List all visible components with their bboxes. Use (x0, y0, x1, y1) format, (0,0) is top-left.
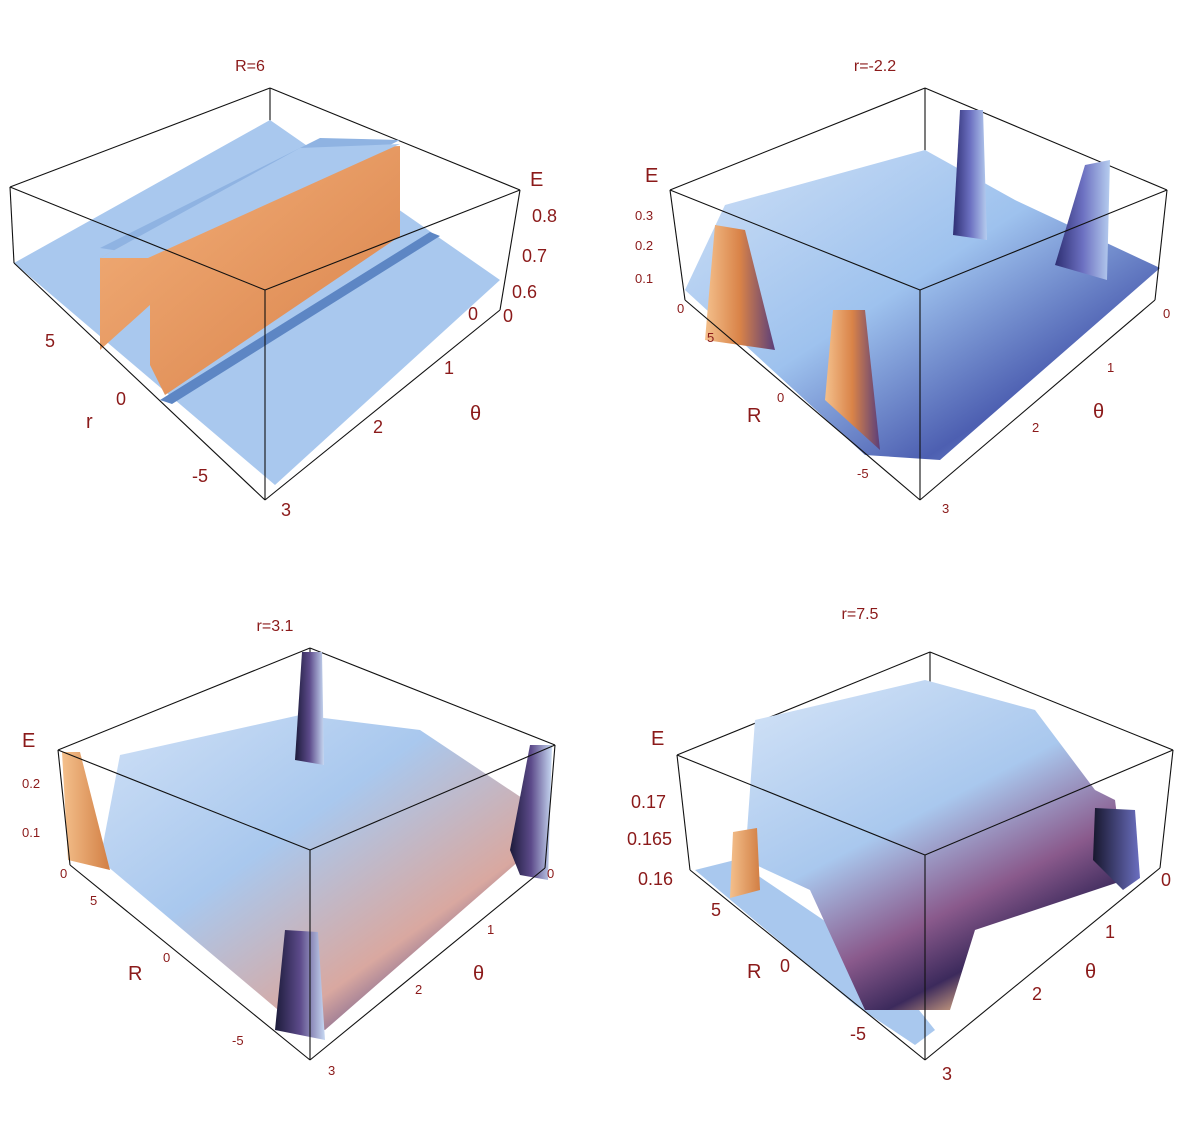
tick-label: 0.16 (638, 869, 673, 889)
plot-panel-2: r=-2.2 E 0.3 0.2 0 (595, 0, 1187, 560)
surface-peak (730, 828, 760, 898)
surface-plot-1: E 0.8 0.7 0.6 0 5 0 r -5 0 1 θ 2 3 (9, 87, 557, 520)
surface-peak (705, 225, 775, 350)
tick-label: 1 (444, 358, 454, 378)
tick-label: 0.3 (635, 208, 653, 223)
tick-label: 3 (942, 1064, 952, 1084)
tick-label: 1 (1107, 360, 1114, 375)
tick-label: -5 (232, 1033, 244, 1048)
tick-label: 3 (942, 501, 949, 516)
surface-plot-2: E 0.3 0.2 0.1 0 5 0 R -5 0 1 θ 2 3 (635, 87, 1170, 516)
surface-peak (1093, 808, 1140, 890)
surface-peak (62, 752, 110, 870)
surface-peak (275, 930, 325, 1040)
tick-label: 0.2 (635, 238, 653, 253)
tick-label: 2 (1032, 420, 1039, 435)
axis-label-left: R (747, 405, 761, 427)
tick-label: 0.17 (631, 792, 666, 812)
surface-groove (160, 232, 440, 404)
axis-label-right: θ (1093, 401, 1104, 423)
surface-sheet (745, 680, 1125, 1010)
tick-label: 0 (780, 956, 790, 976)
tick-label: -5 (850, 1024, 866, 1044)
axis-label-vertical: E (530, 169, 543, 191)
tick-label: 0.7 (522, 246, 547, 266)
surface-peak (295, 652, 324, 765)
tick-label: 3 (281, 500, 291, 520)
tick-label: 0.2 (22, 776, 40, 791)
tick-label: 0 (1163, 306, 1170, 321)
plot-panel-1: R=6 E 0.8 0.7 0.6 0 5 0 r -5 (0, 0, 595, 560)
surface-ridge-face (100, 146, 400, 395)
tick-label: 5 (45, 331, 55, 351)
surface-sheet (100, 715, 540, 1030)
tick-label: 3 (328, 1063, 335, 1078)
tick-label: 0 (60, 866, 67, 881)
tick-label: 5 (90, 893, 97, 908)
plot-panel-3: r=3.1 E 0.2 0.1 0 (0, 560, 595, 1122)
tick-label: 5 (707, 330, 714, 345)
plot-title: r=-2.2 (853, 58, 897, 75)
tick-label: 0.1 (635, 271, 653, 286)
axis-label-left: R (747, 961, 761, 983)
axis-label-vertical: E (645, 165, 658, 187)
axis-label-left: r (86, 411, 93, 433)
tick-label: 0.8 (532, 206, 557, 226)
tick-label: 0.1 (22, 825, 40, 840)
surface-peak (953, 110, 987, 240)
axis-label-right: θ (1085, 961, 1096, 983)
tick-label: -5 (192, 466, 208, 486)
tick-label: 0.165 (627, 829, 672, 849)
tick-label: 1 (1105, 922, 1115, 942)
axis-label-left: R (128, 963, 142, 985)
surface-peak (510, 745, 552, 880)
tick-label: 2 (1032, 984, 1042, 1004)
tick-label: 0 (163, 950, 170, 965)
tick-label: 2 (415, 982, 422, 997)
surface-peak (825, 310, 880, 450)
surface-ridge-top (100, 144, 400, 258)
tick-label: 0 (777, 390, 784, 405)
tick-label: 1 (487, 922, 494, 937)
axis-label-vertical: E (651, 728, 664, 750)
tick-label: 0 (116, 389, 126, 409)
surface-plot-4: E 0.17 0.165 0.16 5 0 R -5 0 1 θ 2 3 (627, 651, 1174, 1084)
axis-label-right: θ (473, 963, 484, 985)
tick-label: 2 (373, 417, 383, 437)
surface-peak (1055, 160, 1110, 280)
plot-title: r=3.1 (256, 618, 294, 635)
plot-panel-4: r=7.5 E 0.17 0.165 0.16 (595, 560, 1187, 1122)
surface-sheet (685, 150, 1160, 460)
surface-plot-3: E 0.2 0.1 0 5 0 R -5 0 1 θ 2 3 (22, 647, 556, 1078)
tick-label: 0 (468, 304, 478, 324)
tick-label: 0.6 (512, 282, 537, 302)
tick-label: 5 (711, 900, 721, 920)
tick-label: -5 (857, 466, 869, 481)
plot-title: R=6 (235, 58, 265, 75)
axis-label-right: θ (470, 403, 481, 425)
tick-label: 0 (1161, 870, 1171, 890)
plot-title: r=7.5 (841, 606, 879, 623)
tick-label: 0 (503, 306, 513, 326)
axis-label-vertical: E (22, 730, 35, 752)
tick-label: 0 (677, 301, 684, 316)
tick-label: 0 (547, 866, 554, 881)
